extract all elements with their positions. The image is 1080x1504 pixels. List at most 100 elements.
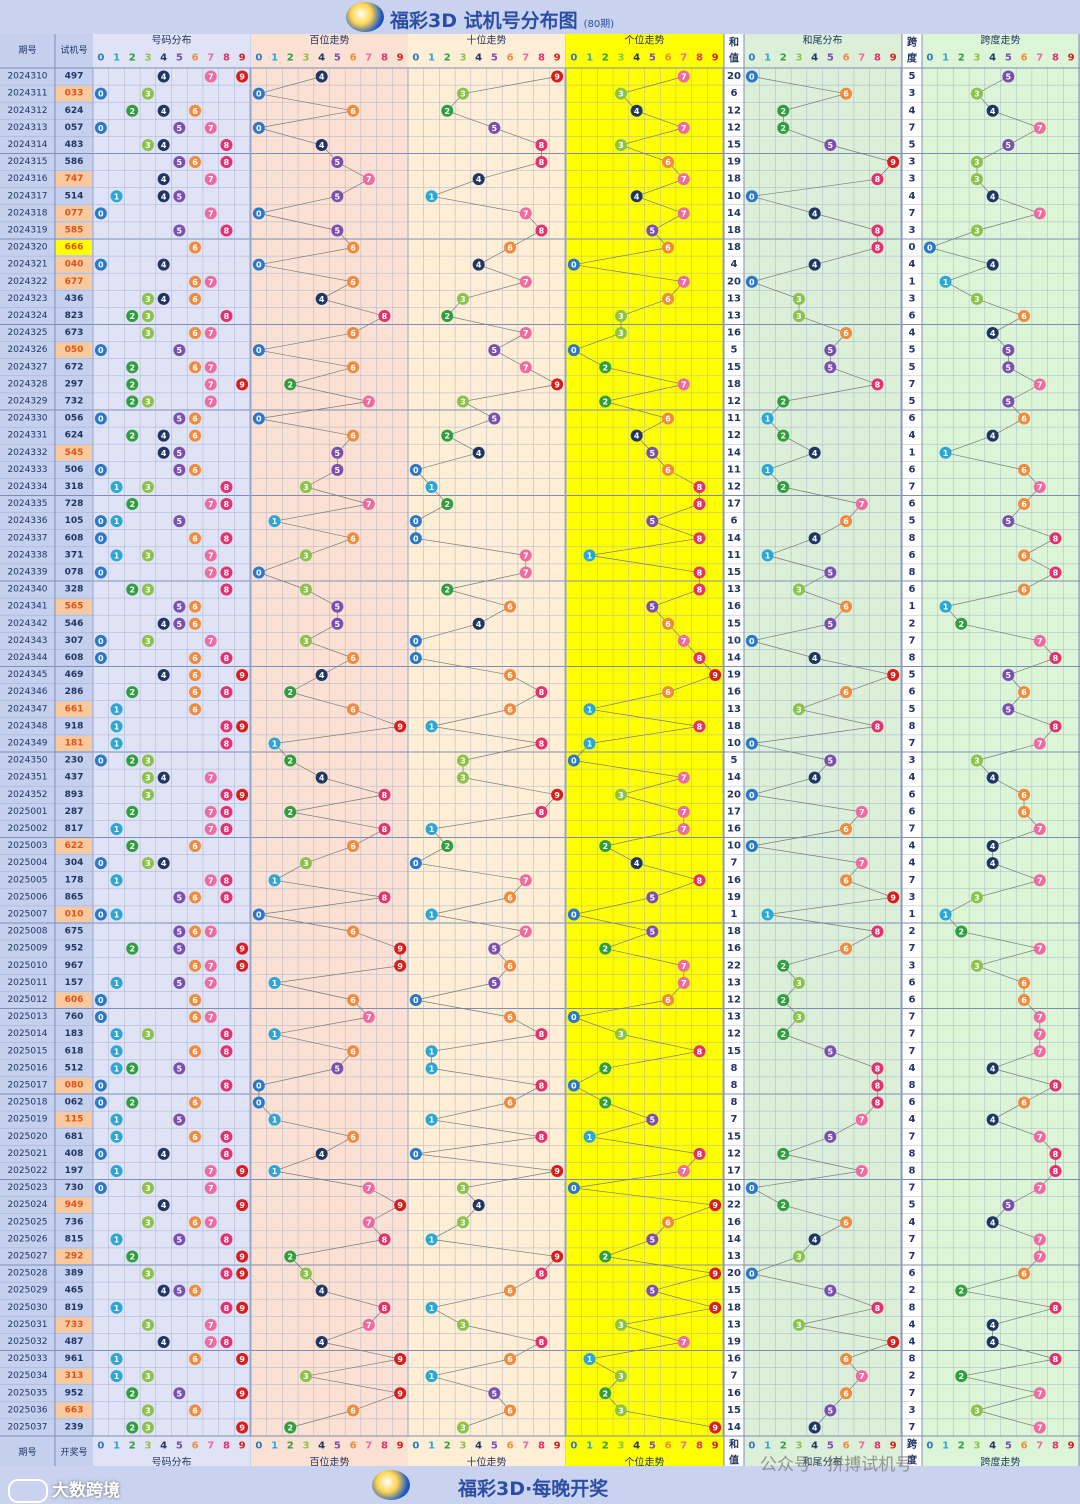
hewei-ball — [777, 1028, 790, 1041]
dist-ball — [94, 908, 107, 921]
dist-ball — [141, 1216, 154, 1229]
kua-ball-label: 8 — [1053, 534, 1059, 543]
shiji-number-cell: 672 — [65, 362, 84, 372]
hewei-ball — [824, 1284, 837, 1297]
kua-ball — [1018, 805, 1031, 818]
footer-dist-digit: 4 — [160, 1441, 167, 1452]
shi-ball-label: 4 — [476, 620, 482, 629]
kuadu-cell: 7 — [909, 1251, 916, 1262]
shiji-number-cell: 105 — [65, 516, 84, 526]
bai-ball-label: 1 — [272, 979, 278, 988]
shi-ball-label: 6 — [507, 962, 513, 971]
footer-kua-digit: 9 — [1068, 1441, 1075, 1452]
kua-ball-label: 2 — [958, 928, 964, 937]
kuadu-cell: 6 — [909, 806, 916, 817]
ge-ball — [646, 600, 659, 613]
bai-ball — [268, 1028, 281, 1041]
header-ge-digit: 1 — [586, 53, 593, 64]
shiji-number-cell: 050 — [65, 345, 84, 355]
ge-ball-label: 4 — [634, 432, 640, 441]
bai-ball-label: 2 — [287, 688, 293, 697]
shi-ball-label: 0 — [413, 637, 419, 646]
hewei-ball-label: 2 — [780, 107, 786, 116]
dist-ball — [126, 378, 139, 391]
kuadu-cell: 7 — [909, 1388, 916, 1399]
kuadu-cell: 3 — [909, 892, 916, 903]
dist-ball-label: 5 — [177, 893, 183, 902]
footer-bai-digit: 4 — [318, 1441, 325, 1452]
hezhi-cell: 22 — [727, 1200, 741, 1211]
dist-ball-label: 1 — [114, 1133, 120, 1142]
kua-ball — [986, 258, 999, 271]
dist-ball — [204, 1182, 217, 1195]
kua-ball-label: 5 — [1006, 705, 1012, 714]
kua-ball-label: 3 — [974, 757, 980, 766]
shiji-number-cell: 893 — [65, 790, 84, 800]
kua-ball-label: 5 — [1006, 363, 1012, 372]
dist-ball-label: 2 — [129, 842, 135, 851]
shi-ball-label: 2 — [444, 432, 450, 441]
hezhi-cell: 16 — [727, 328, 741, 339]
dist-ball — [141, 1318, 154, 1331]
kuadu-cell: 7 — [909, 1183, 916, 1194]
dist-ball — [189, 686, 202, 699]
kuadu-cell: 0 — [909, 242, 916, 253]
shiji-number-cell: 371 — [65, 550, 84, 560]
footer-kua-digit: 8 — [1052, 1441, 1059, 1452]
watermark: 公众号 · 拼搏试机号 — [760, 1455, 913, 1475]
dist-ball — [220, 1301, 233, 1314]
kua-ball — [939, 446, 952, 459]
dist-ball-label: 2 — [129, 432, 135, 441]
ge-ball — [630, 190, 643, 203]
dist-ball-label: 1 — [114, 705, 120, 714]
shi-ball-label: 0 — [413, 859, 419, 868]
shiji-number-cell: 760 — [65, 1012, 84, 1022]
kuadu-cell: 7 — [909, 1046, 916, 1057]
hewei-ball — [777, 429, 790, 442]
bai-ball-label: 5 — [335, 449, 341, 458]
kua-ball — [1002, 138, 1015, 151]
hewei-ball — [824, 566, 837, 579]
dist-ball — [173, 1113, 186, 1126]
header-zhi-label: 值 — [729, 52, 739, 65]
ge-ball — [677, 976, 690, 989]
dist-ball — [126, 754, 139, 767]
shiji-number-cell: 062 — [65, 1098, 84, 1108]
dist-ball-label: 1 — [114, 1355, 120, 1364]
shiji-number-cell: 408 — [65, 1149, 84, 1159]
kuadu-cell: 2 — [909, 1371, 916, 1382]
footer-bai-digit: 0 — [255, 1441, 262, 1452]
dist-ball-label: 4 — [161, 141, 167, 150]
shi-ball — [456, 771, 469, 784]
shi-ball-label: 4 — [476, 449, 482, 458]
ge-ball-label: 3 — [618, 1321, 624, 1330]
ge-ball-label: 7 — [681, 1167, 687, 1176]
ge-ball-label: 0 — [571, 910, 577, 919]
hewei-ball — [792, 703, 805, 716]
ge-ball — [677, 378, 690, 391]
ge-ball — [599, 361, 612, 374]
bai-ball — [331, 190, 344, 203]
bai-ball-label: 3 — [303, 551, 309, 560]
shi-ball-label: 7 — [523, 278, 529, 287]
hezhi-cell: 15 — [727, 1131, 741, 1142]
bai-ball-label: 6 — [350, 705, 356, 714]
dist-ball — [204, 121, 217, 134]
kuadu-cell: 6 — [909, 789, 916, 800]
period-cell: 2024326 — [7, 345, 47, 355]
dist-ball — [204, 566, 217, 579]
dist-ball — [189, 703, 202, 716]
hewei-ball-label: 5 — [828, 1047, 834, 1056]
dist-ball-label: 8 — [224, 739, 230, 748]
hezhi-cell: 18 — [727, 242, 741, 253]
bai-ball-label: 6 — [350, 996, 356, 1005]
footer-shi-digit: 9 — [554, 1441, 561, 1452]
footer-hewei-digit: 0 — [748, 1441, 755, 1452]
footer-ge-digit: 8 — [696, 1441, 703, 1452]
hewei-ball — [855, 1164, 868, 1177]
dist-ball — [94, 532, 107, 545]
footer-bai-digit: 9 — [397, 1441, 404, 1452]
shi-ball-label: 6 — [507, 1287, 513, 1296]
bai-ball — [268, 737, 281, 750]
dist-ball — [189, 275, 202, 288]
